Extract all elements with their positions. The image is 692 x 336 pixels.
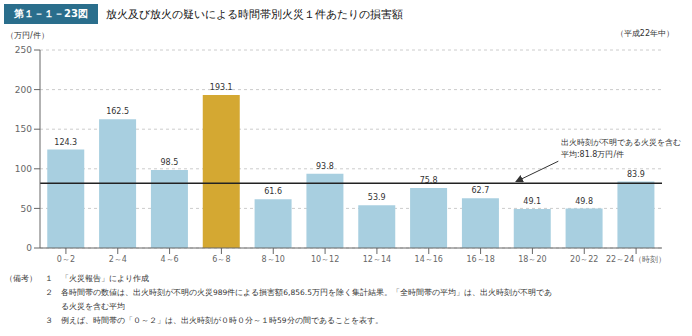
svg-text:6～8: 6～8 [212, 255, 230, 264]
svg-text:8～10: 8～10 [262, 255, 285, 264]
html-text:３ 例えば、時間帯の「０～２」は、出火時刻が０時０分～１時5: ３ 例えば、時間帯の「０～２」は、出火時刻が０時０分～１時59分の間であることを… [5, 316, 383, 325]
svg-text:10～12: 10～12 [311, 255, 339, 264]
html-text:放火及び放火の疑いによる時間帯別火災１件あたりの損害額: 放火及び放火の疑いによる時間帯別火災１件あたりの損害額 [105, 7, 403, 21]
html-text:（平成22年中）: （平成22年中） [615, 29, 674, 38]
svg-text:50: 50 [21, 204, 33, 214]
svg-text:16～18: 16～18 [466, 255, 494, 264]
svg-text:83.9: 83.9 [627, 170, 645, 179]
svg-text:53.9: 53.9 [368, 193, 386, 202]
svg-text:62.7: 62.7 [472, 186, 490, 195]
svg-text:平均:81.8万円/件: 平均:81.8万円/件 [561, 150, 624, 159]
svg-text:150: 150 [15, 124, 32, 134]
html-text:（備考） １ 「火災報告」により作成: （備考） １ 「火災報告」により作成 [5, 274, 149, 283]
svg-text:20～22: 20～22 [570, 255, 598, 264]
html-text:２ 各時間帯の数値は、出火時刻が不明の火災989件による損害: ２ 各時間帯の数値は、出火時刻が不明の火災989件による損害額6,856.5万円… [5, 288, 552, 297]
svg-text:162.5: 162.5 [106, 107, 129, 116]
svg-text:49.8: 49.8 [575, 197, 593, 206]
svg-text:49.1: 49.1 [523, 197, 541, 206]
svg-text:出火時刻が不明である火災を含む: 出火時刻が不明である火災を含む [561, 138, 681, 147]
svg-text:193.1: 193.1 [210, 83, 233, 92]
svg-text:98.5: 98.5 [161, 158, 179, 167]
svg-text:75.8: 75.8 [420, 176, 438, 185]
html-text:（万円/件）: （万円/件） [6, 31, 49, 40]
svg-text:22～24（時刻）: 22～24（時刻） [606, 255, 666, 264]
svg-text:61.6: 61.6 [264, 187, 282, 196]
html-text:る火災を含む平均: る火災を含む平均 [5, 302, 125, 311]
svg-text:14～16: 14～16 [415, 255, 443, 264]
svg-text:0: 0 [26, 243, 32, 253]
svg-text:4～6: 4～6 [160, 255, 178, 264]
svg-text:93.8: 93.8 [316, 162, 334, 171]
svg-text:200: 200 [15, 85, 32, 95]
svg-text:18～20: 18～20 [518, 255, 546, 264]
svg-text:2～4: 2～4 [109, 255, 127, 264]
svg-text:124.3: 124.3 [54, 138, 77, 147]
svg-text:100: 100 [15, 164, 32, 174]
html-text:第１－１－23図: 第１－１－23図 [14, 8, 88, 19]
svg-text:0～2: 0～2 [57, 255, 75, 264]
svg-text:250: 250 [15, 45, 32, 55]
svg-text:12～14: 12～14 [363, 255, 391, 264]
